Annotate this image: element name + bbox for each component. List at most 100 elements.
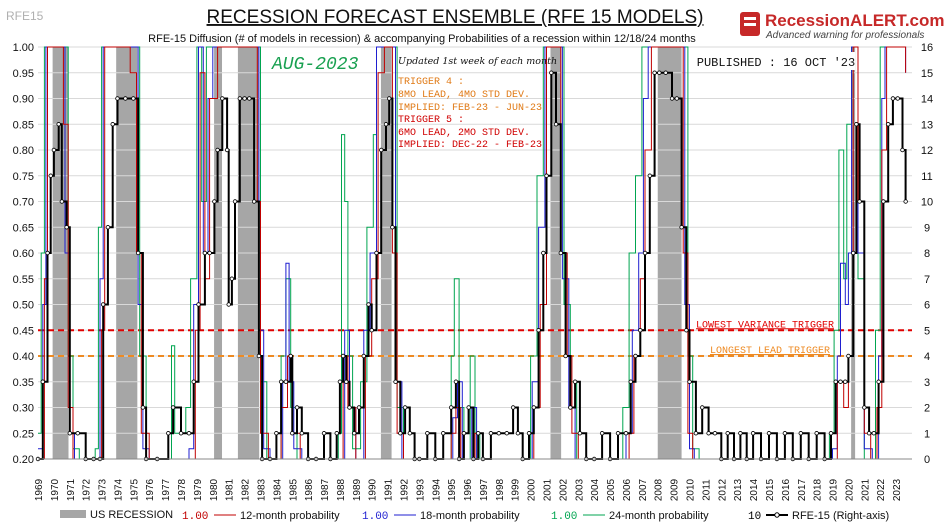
rfe15-point [700, 405, 705, 410]
rfe15-point [657, 70, 662, 75]
rfe15-point [110, 122, 115, 127]
right-axis-tick-label: 15 [921, 68, 933, 80]
rfe15-point [361, 353, 366, 359]
rfe15-point [851, 250, 856, 256]
rfe15-point [274, 431, 279, 436]
x-axis-tick-label: 1984 [272, 478, 283, 501]
x-axis-tick-label: 1993 [415, 478, 426, 501]
legend-item: 10 RFE-15 (Right-axis) [748, 510, 889, 523]
rfe15-point [903, 199, 908, 204]
x-axis-tick-label: 2022 [876, 478, 887, 501]
brand-logo: RecessionALERT.com Advanced warning for … [740, 11, 945, 41]
rfe15-point [356, 405, 362, 410]
right-axis-tick-label: 11 [921, 171, 932, 183]
legend-item: 1.00 12-month probability [182, 510, 340, 523]
left-axis-tick-label: 0.55 [13, 274, 34, 286]
rfe15-point [67, 431, 72, 436]
left-axis-tick-label: 0.90 [13, 94, 34, 106]
rfe15-point [196, 302, 201, 307]
chart-title: RECESSION FORECAST ENSEMBLE (RFE 15 MODE… [207, 7, 704, 28]
left-axis-tick-label: 0.95 [13, 68, 34, 80]
rfe15-point [577, 431, 583, 436]
rfe15-point [202, 250, 208, 256]
rfe15-point [224, 147, 230, 153]
rfe15-point [881, 199, 886, 204]
trigger-5-annotation: TRIGGER 5 : 6MO LEAD, 2MO STD DEV. IMPLI… [398, 115, 542, 151]
rfe15-point [526, 431, 532, 436]
left-axis-tick-label: 0.80 [13, 145, 34, 157]
rfe15-point [510, 405, 516, 410]
left-axis-tick-label: 0.65 [13, 222, 34, 234]
rfe15-point [283, 379, 289, 384]
rfe15-point [383, 122, 389, 127]
x-axis-tick-label: 1980 [209, 478, 220, 501]
rfe15-point [890, 96, 896, 101]
x-axis-tick-label: 2009 [670, 478, 681, 501]
right-axis-tick-label: 7 [924, 274, 930, 286]
rfe15-point [51, 147, 57, 153]
rfe15-point [229, 276, 235, 281]
rfe15-point [123, 96, 128, 101]
trigger-5-lead: 6MO LEAD, 2MO STD DEV. [398, 128, 530, 139]
rfe15-point [366, 302, 371, 307]
rfe15-point [334, 431, 339, 436]
rfe15-point [407, 431, 413, 436]
x-axis-tick-label: 2007 [638, 478, 649, 501]
rfe15-point [135, 250, 141, 256]
left-axis-tick-label: 0.45 [13, 325, 34, 337]
chart-subtitle: RFE-15 Diffusion (# of models in recessi… [148, 33, 696, 45]
rfe15-point [64, 225, 69, 230]
right-axis-tick-label: 8 [924, 248, 930, 260]
left-axis-tick-label: 1.00 [13, 42, 34, 54]
rfe15-point [215, 147, 220, 153]
rfe15-point [531, 405, 536, 410]
trigger-4-title: TRIGGER 4 : [398, 77, 464, 88]
rfe15-point [568, 405, 573, 410]
rfe15-point [553, 122, 559, 127]
rfe15-point [544, 173, 549, 178]
rfe15-point [798, 431, 803, 436]
rfe15-point [386, 96, 392, 101]
x-axis-tick-label: 1981 [225, 478, 236, 501]
legend-label: US RECESSION [90, 509, 173, 521]
aug-stamp: AUG-2023 [271, 55, 359, 75]
published-box [695, 52, 855, 70]
right-axis-tick-label: 16 [921, 42, 933, 54]
rfe15-point [846, 353, 851, 359]
x-axis-tick-label: 2017 [797, 478, 808, 501]
x-axis-tick-label: 1974 [113, 478, 124, 501]
rfe15-point [750, 431, 756, 436]
rfe15-point [398, 431, 403, 436]
x-axis-tick-label: 2019 [829, 478, 840, 501]
x-axis-tick-label: 2018 [813, 478, 824, 501]
rfe15-point [402, 405, 408, 410]
x-axis-tick-label: 2004 [590, 478, 601, 501]
rfe15-point [599, 431, 605, 436]
x-axis-tick-label: 1985 [288, 478, 299, 501]
rfe15-point [207, 250, 212, 256]
rfe15-point [191, 379, 196, 384]
rfe15-point [766, 431, 772, 436]
trigger-5-implied: IMPLIED: DEC-22 - FEB-23 [398, 140, 542, 151]
x-axis-tick-label: 1991 [384, 478, 395, 501]
rfe15-point [558, 250, 564, 256]
rfe15-point [344, 379, 349, 384]
left-axis-tick-label: 0.25 [13, 428, 34, 440]
trigger-4-lead: 8MO LEAD, 4MO STD DEV. [398, 90, 530, 101]
x-axis-tick-label: 1983 [256, 478, 267, 501]
rfe15-point [75, 431, 80, 436]
rfe15-point [706, 431, 711, 436]
rfe15-point [871, 431, 877, 436]
rfe15-point [633, 353, 638, 359]
rfe15-point [337, 379, 343, 384]
rfe15-point [838, 379, 843, 384]
left-axis-tick-label: 0.20 [13, 454, 34, 466]
x-axis-tick-label: 2016 [781, 478, 792, 501]
rfe15-point [226, 302, 231, 307]
rfe15-point [186, 431, 192, 436]
rfe15-point [461, 431, 467, 436]
rfe15-point [623, 431, 629, 436]
threshold-label: LONGEST LEAD TRIGGER [710, 346, 830, 357]
rfe15-point [895, 96, 900, 101]
